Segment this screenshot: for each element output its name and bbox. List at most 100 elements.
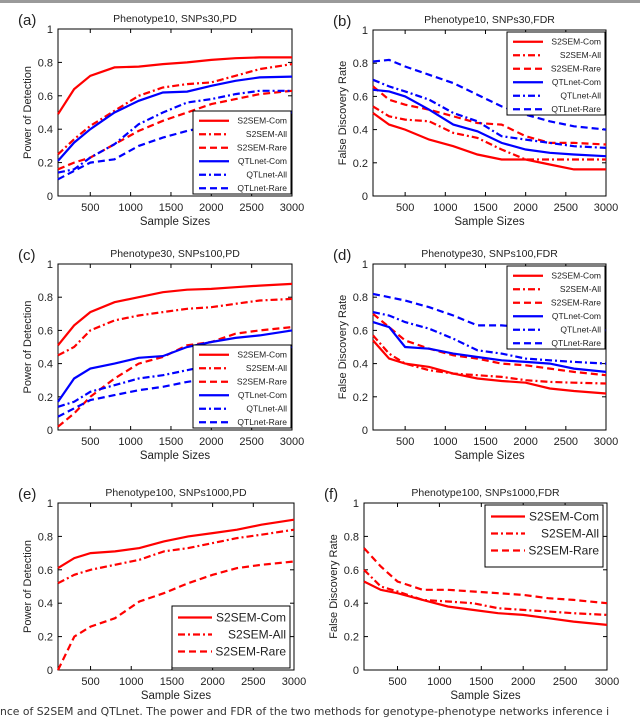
legend-box: [506, 31, 606, 116]
y-tick-label: 1: [362, 259, 368, 271]
y-axis-label: False Discovery Rate: [337, 295, 349, 400]
x-tick-label: 500: [81, 436, 99, 448]
x-tick-label: 3000: [280, 436, 304, 448]
series-line-s2sem-all: [372, 105, 606, 161]
legend: S2SEM-Com S2SEM-All S2SEM-Rare QTLnet-Com QT…: [192, 110, 292, 195]
x-tick-label: 500: [81, 676, 99, 688]
x-tick-label: 3000: [594, 436, 618, 448]
y-tick-label: 0.4: [353, 125, 368, 137]
legend-label: S2SEM-All: [541, 527, 599, 541]
series-line-qtlnet-com: [57, 329, 293, 403]
y-tick-label: 0.8: [38, 292, 53, 304]
y-tick-label: 0.8: [38, 57, 53, 69]
x-tick-label: 2500: [554, 436, 578, 448]
legend-label: QTLnet-Rare: [551, 338, 601, 348]
legend-label: QTLnet-All: [560, 91, 601, 101]
x-tick-label: 3000: [594, 202, 618, 214]
y-tick-label: 0: [362, 191, 368, 203]
y-tick-label: 0.2: [353, 158, 368, 170]
series-line-s2sem-com: [363, 580, 608, 626]
x-tick-label: 2000: [199, 202, 223, 214]
series-line-s2sem-all: [57, 528, 295, 585]
top-border: [0, 0, 640, 3]
x-tick-label: 2500: [239, 436, 263, 448]
legend-label: QTLnet-All: [560, 325, 601, 335]
x-tick-label: 1500: [473, 436, 497, 448]
series-line-qtlnet-all: [57, 89, 292, 174]
legend-label: S2SEM-Com: [237, 116, 287, 126]
x-tick-label: 3000: [280, 202, 304, 214]
y-tick-label: 0.2: [38, 632, 53, 644]
y-axis-label: Power of Detection: [22, 66, 34, 159]
series-line-s2sem-rare: [372, 312, 607, 377]
panel-label: (d): [333, 247, 351, 264]
legend-label: S2SEM-Com: [216, 611, 286, 625]
series-line-s2sem-rare: [57, 560, 295, 671]
x-tick-label: 1000: [433, 202, 457, 214]
y-tick-label: 0.4: [38, 359, 53, 371]
y-tick-label: 0.6: [38, 565, 53, 577]
series-line-s2sem-all: [363, 569, 608, 616]
legend-label: QTLnet-Com: [238, 156, 287, 166]
x-axis-label: Sample Sizes: [141, 690, 212, 700]
legend-box: [484, 504, 604, 568]
series-line-s2sem-com: [372, 339, 607, 395]
y-tick-label: 0.2: [38, 392, 53, 404]
x-tick-label: 2500: [239, 202, 263, 214]
x-tick-label: 1500: [469, 676, 493, 688]
chart-title: Phenotype30, SNPs100,FDR: [421, 248, 558, 260]
y-axis-label: False Discovery Rate: [328, 534, 340, 639]
x-tick-label: 3000: [282, 676, 306, 688]
y-tick-label: 0.6: [344, 565, 359, 577]
y-tick-label: 0.4: [38, 598, 53, 610]
x-axis-label: Sample Sizes: [140, 450, 211, 462]
x-tick-label: 1500: [159, 436, 183, 448]
legend-label: QTLnet-All: [246, 170, 287, 180]
y-axis-label: False Discovery Rate: [337, 61, 349, 166]
y-tick-label: 1: [47, 24, 53, 36]
legend: S2SEM-Com S2SEM-All S2SEM-Rare QTLnet-Com QT…: [192, 344, 292, 429]
y-tick-label: 1: [362, 25, 368, 37]
x-tick-label: 3000: [595, 676, 619, 688]
y-tick-label: 0.2: [344, 632, 359, 644]
chart-title: Phenotype10, SNPs30,FDR: [424, 14, 555, 26]
y-tick-label: 0.8: [353, 292, 368, 304]
series-line-s2sem-all: [372, 334, 607, 385]
y-tick-label: 0.4: [344, 598, 359, 610]
x-tick-label: 500: [81, 202, 99, 214]
panel-label: (c): [18, 247, 36, 264]
y-tick-label: 0: [362, 425, 368, 437]
x-axis-label: Sample Sizes: [454, 450, 525, 462]
chart-title: Phenotype100, SNPs1000,FDR: [411, 487, 560, 499]
y-axis-label: Power of Detection: [22, 540, 34, 633]
series-line-qtlnet-rare: [372, 58, 607, 131]
legend-label: S2SEM-All: [246, 129, 287, 139]
x-tick-label: 2500: [554, 202, 578, 214]
y-tick-label: 1: [353, 498, 359, 510]
series-line-qtlnet-com: [372, 321, 607, 373]
x-tick-label: 2000: [511, 676, 535, 688]
y-tick-label: 1: [47, 259, 53, 271]
x-tick-label: 500: [396, 202, 414, 214]
legend: S2SEM-Com S2SEM-All S2SEM-Rare QTLnet-Com QT…: [506, 31, 606, 116]
series-line-qtlnet-com: [57, 75, 293, 162]
panel-label: (e): [18, 486, 36, 503]
y-tick-label: 0.2: [353, 392, 368, 404]
series-line-s2sem-all: [57, 63, 293, 156]
x-axis-label: Sample Sizes: [450, 690, 521, 700]
y-tick-label: 0.4: [38, 124, 53, 136]
legend-label: S2SEM-All: [246, 363, 287, 373]
legend-box: [192, 110, 292, 195]
legend-label: QTLnet-Com: [552, 311, 601, 321]
legend-label: S2SEM-Rare: [237, 143, 287, 153]
x-tick-label: 2500: [553, 676, 577, 688]
x-tick-label: 2000: [513, 202, 537, 214]
series-line-s2sem-com: [57, 518, 295, 570]
x-tick-label: 2000: [200, 676, 224, 688]
y-tick-label: 0.8: [353, 58, 368, 70]
x-tick-label: 1000: [119, 676, 143, 688]
x-tick-label: 1000: [118, 202, 142, 214]
x-tick-label: 1500: [473, 202, 497, 214]
y-tick-label: 0.6: [38, 325, 53, 337]
